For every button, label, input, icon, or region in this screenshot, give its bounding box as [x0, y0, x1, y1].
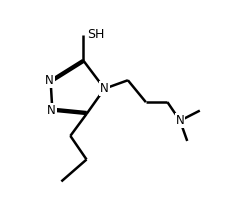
Text: N: N [100, 82, 108, 95]
Text: SH: SH [86, 28, 104, 41]
Text: N: N [175, 114, 184, 127]
Text: N: N [45, 74, 54, 87]
Text: N: N [47, 104, 56, 117]
